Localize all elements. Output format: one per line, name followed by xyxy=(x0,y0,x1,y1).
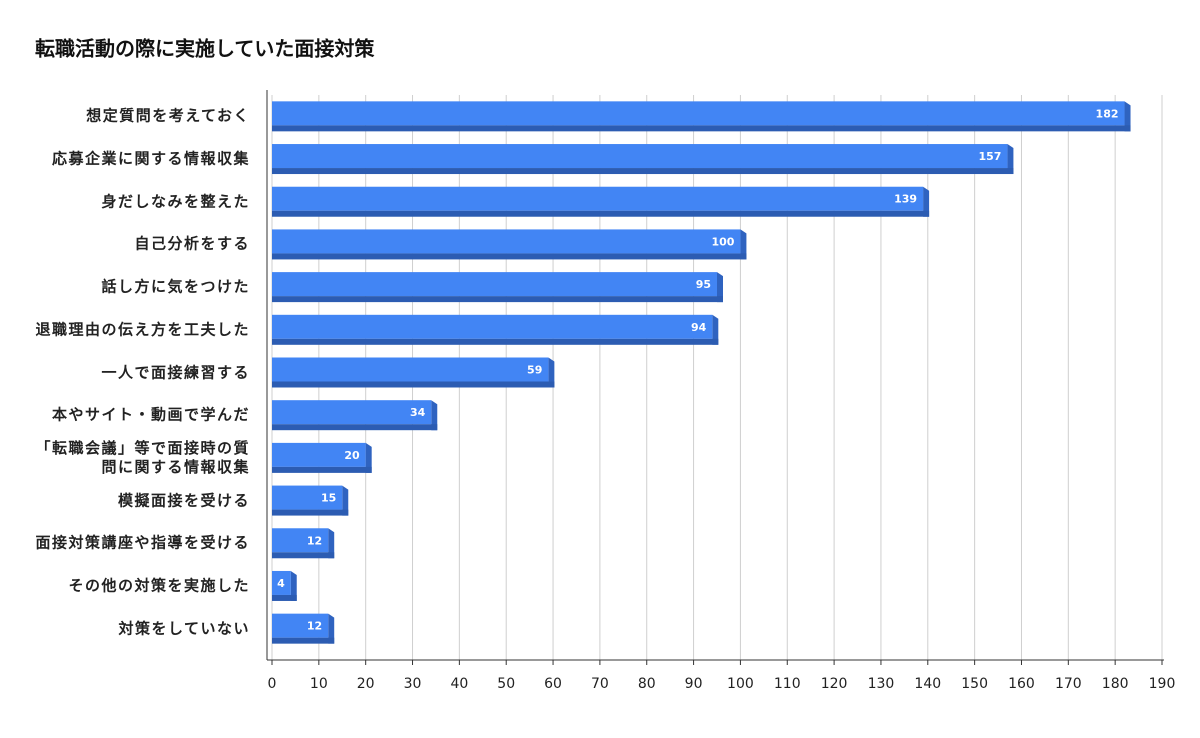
x-tick-label: 60 xyxy=(544,676,562,692)
bar xyxy=(272,144,1008,169)
bar-bottom xyxy=(272,509,349,516)
bar-side xyxy=(1007,144,1014,175)
bar-bottom xyxy=(272,466,372,473)
bar-bottom xyxy=(272,253,747,260)
value-label: 4 xyxy=(277,577,285,590)
x-tick-label: 50 xyxy=(497,676,515,692)
bar-bottom xyxy=(272,594,297,601)
x-tick-label: 70 xyxy=(591,676,609,692)
bar-side xyxy=(717,272,723,303)
x-tick-label: 90 xyxy=(685,676,703,692)
x-tick-label: 80 xyxy=(638,676,656,692)
y-tick-label: 面接対策講座や指導を受ける xyxy=(35,533,250,552)
bar xyxy=(272,229,741,254)
bar-side xyxy=(1124,101,1131,132)
bar-side xyxy=(342,485,349,516)
value-label: 12 xyxy=(307,534,322,547)
bar-side xyxy=(740,229,747,260)
y-tick-label: 自己分析をする xyxy=(134,234,250,253)
x-tick-label: 10 xyxy=(310,676,328,692)
bar xyxy=(272,314,713,339)
bar-bottom xyxy=(272,210,930,217)
value-label: 95 xyxy=(696,278,711,291)
y-tick-label: 退職理由の伝え方を工夫した xyxy=(35,320,250,339)
bar xyxy=(272,613,329,638)
y-tick-label: その他の対策を実施した xyxy=(68,576,250,595)
bar-side xyxy=(290,570,297,601)
x-tick-label: 110 xyxy=(774,676,801,692)
x-tick-label: 40 xyxy=(450,676,468,692)
y-tick-label: 本やサイト・動画で学んだ xyxy=(51,405,250,424)
bar xyxy=(272,101,1125,126)
value-label: 157 xyxy=(978,150,1001,163)
bar-bottom xyxy=(272,296,723,303)
bar xyxy=(272,485,343,510)
bar-side xyxy=(431,400,438,431)
y-tick-label: 身だしなみを整えた xyxy=(101,192,250,211)
bar-side xyxy=(548,357,555,388)
x-tick-label: 20 xyxy=(357,676,375,692)
value-label: 59 xyxy=(527,364,542,377)
x-tick-label: 130 xyxy=(868,676,895,692)
bar xyxy=(272,357,549,382)
bar xyxy=(272,400,432,425)
y-tick-label: 想定質問を考えておく xyxy=(86,106,250,125)
x-tick-label: 160 xyxy=(1008,676,1035,692)
x-tick-label: 100 xyxy=(727,676,754,692)
bar-side xyxy=(365,442,372,473)
bar-bottom xyxy=(272,552,335,559)
value-label: 94 xyxy=(691,321,707,334)
bar-side xyxy=(328,528,335,559)
y-tick-label: 一人で面接練習する xyxy=(101,363,250,381)
value-label: 34 xyxy=(410,406,426,419)
chart-title: 転職活動の際に実施していた面接対策 xyxy=(35,37,375,61)
x-tick-label: 190 xyxy=(1149,676,1176,692)
bar-side xyxy=(923,186,930,217)
x-tick-label: 150 xyxy=(961,676,988,692)
x-tick-label: 120 xyxy=(821,676,848,692)
x-tick-label: 180 xyxy=(1102,676,1129,692)
bar-bottom xyxy=(272,338,719,345)
bar xyxy=(272,272,717,297)
value-label: 12 xyxy=(307,620,322,633)
x-tick-label: 170 xyxy=(1055,676,1082,692)
bar-bottom xyxy=(272,125,1131,132)
x-tick-label: 0 xyxy=(268,676,277,692)
bar-side xyxy=(328,613,335,644)
bar xyxy=(272,528,329,553)
x-tick-label: 140 xyxy=(914,676,941,692)
value-label: 20 xyxy=(344,449,360,462)
bar-side xyxy=(712,314,719,345)
y-tick-label: 「転職会議」等で面接時の質問に関する情報収集 xyxy=(35,438,250,476)
y-tick-label: 模擬面接を受ける xyxy=(117,491,250,510)
value-label: 182 xyxy=(1096,107,1119,120)
y-tick-label: 話し方に気をつけた xyxy=(101,277,250,296)
x-tick-label: 30 xyxy=(404,676,422,692)
bar xyxy=(272,442,366,467)
y-tick-label: 応募企業に関する情報収集 xyxy=(51,149,250,168)
value-label: 100 xyxy=(711,235,734,248)
bar xyxy=(272,570,291,595)
value-label: 139 xyxy=(894,193,917,206)
bar-bottom xyxy=(272,381,555,388)
bar-bottom xyxy=(272,424,438,431)
bar-bottom xyxy=(272,637,335,644)
bar xyxy=(272,186,924,211)
bar-bottom xyxy=(272,168,1014,175)
y-tick-label: 対策をしていない xyxy=(118,619,250,638)
value-label: 15 xyxy=(321,492,336,505)
